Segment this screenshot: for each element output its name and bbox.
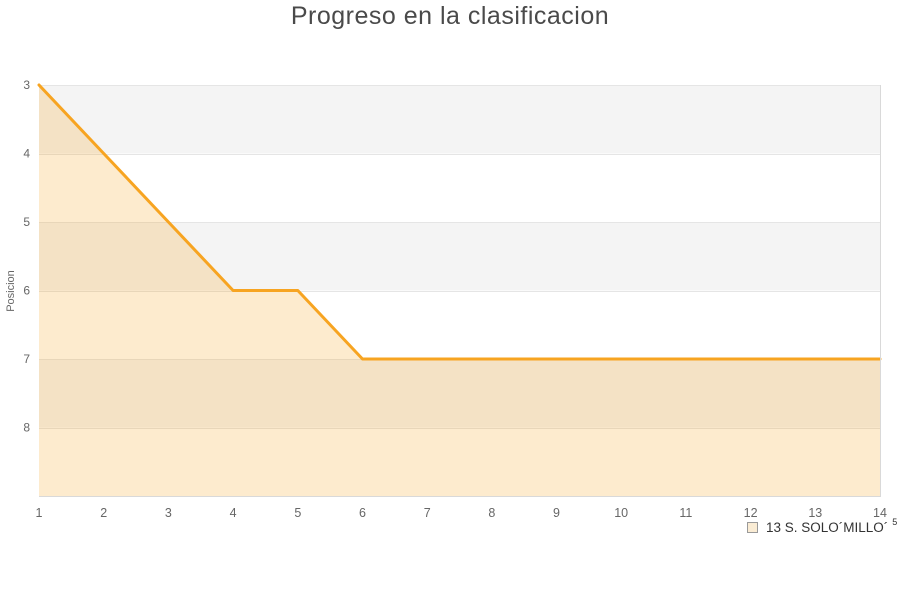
chart-title: Progreso en la clasificacion — [290, 2, 610, 30]
plot-band — [39, 290, 880, 359]
y-tick-label: 5 — [23, 215, 30, 229]
y-tick-label: 4 — [23, 147, 30, 161]
y-tick-label: 3 — [23, 78, 30, 92]
y-tick-label: 7 — [23, 352, 30, 366]
plot-band — [39, 85, 880, 154]
series-line — [37, 83, 882, 361]
plot-band — [39, 153, 880, 222]
legend: 13 S. SOLO´MILLO´ 5 — [747, 517, 898, 536]
plot-band — [39, 427, 880, 496]
x-tick-label: 5 — [294, 506, 301, 520]
x-tick-label: 4 — [230, 506, 237, 520]
x-tick-label: 3 — [165, 506, 172, 520]
x-tick-label: 12 — [744, 506, 758, 520]
legend-series-label-superscript: 5 — [892, 517, 898, 527]
x-tick-label: 10 — [614, 506, 628, 520]
x-tick-label: 7 — [424, 506, 431, 520]
x-tick-label: 2 — [100, 506, 107, 520]
y-tick-label: 6 — [23, 284, 30, 298]
x-tick-label: 8 — [488, 506, 495, 520]
x-tick-label: 14 — [873, 506, 887, 520]
legend-item-solomillo[interactable]: 13 S. SOLO´MILLO´ 5 — [747, 517, 898, 535]
x-tick-label: 6 — [359, 506, 366, 520]
y-tick-label: 8 — [23, 421, 30, 435]
plot-band — [39, 359, 880, 428]
x-tick-label: 9 — [553, 506, 560, 520]
series-area — [39, 85, 880, 496]
x-tick-label: 1 — [36, 506, 43, 520]
legend-series-label: 13 S. SOLO´MILLO´ — [766, 519, 889, 535]
legend-series-swatch — [747, 521, 758, 533]
x-tick-label: 13 — [808, 506, 822, 520]
x-tick-label: 11 — [679, 506, 692, 520]
